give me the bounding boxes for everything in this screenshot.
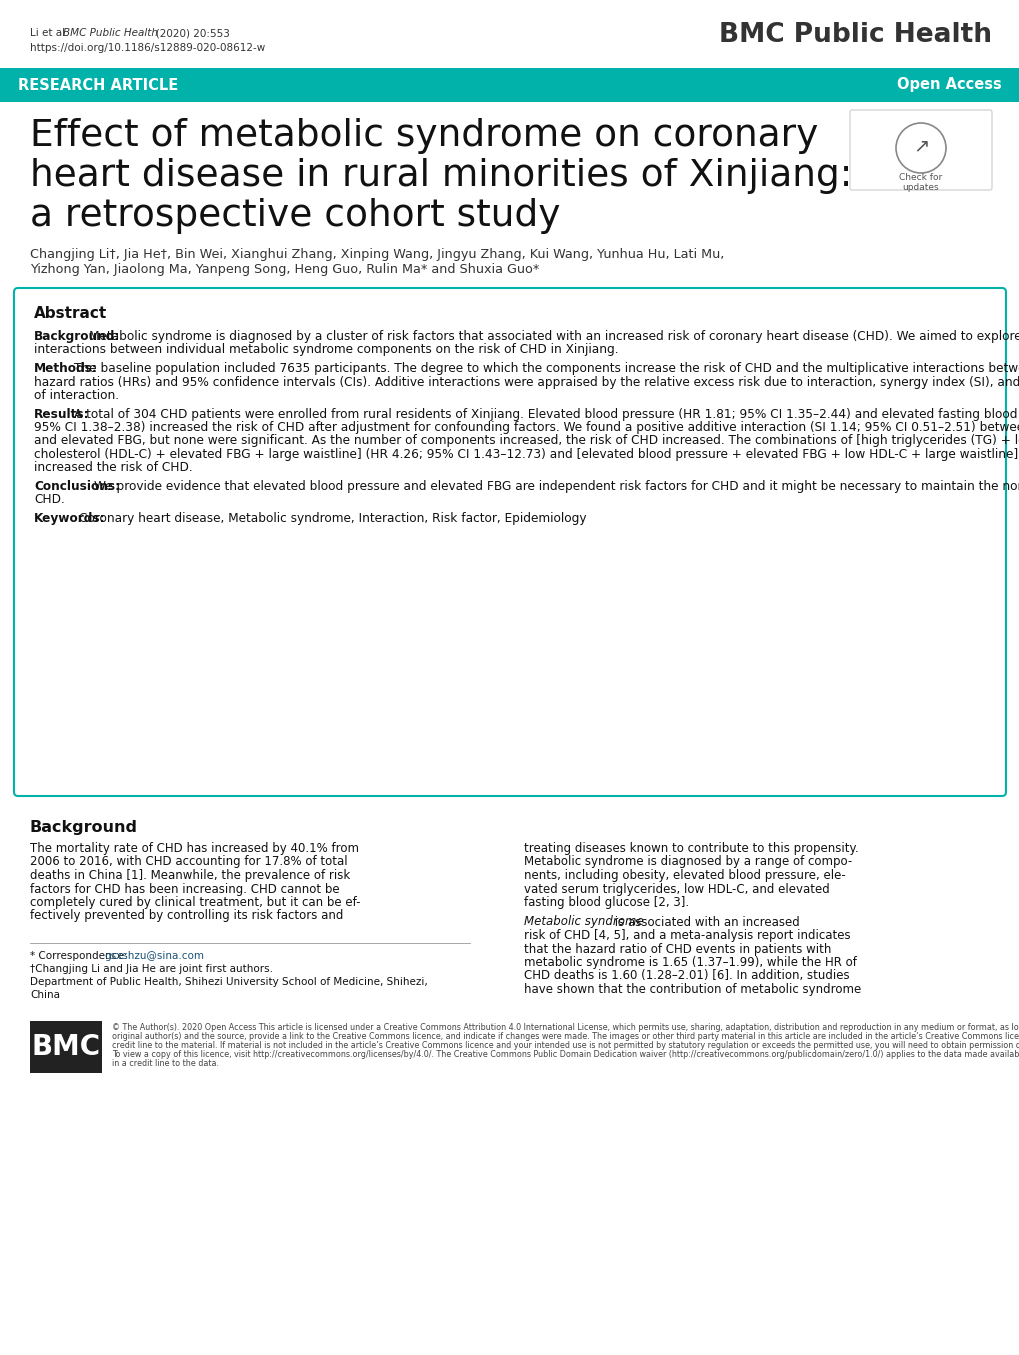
Text: †Changjing Li and Jia He are joint first authors.: †Changjing Li and Jia He are joint first… — [30, 963, 273, 974]
Text: BMC Public Health: BMC Public Health — [63, 28, 158, 38]
Text: 95% CI 1.38–2.38) increased the risk of CHD after adjustment for confounding fac: 95% CI 1.38–2.38) increased the risk of … — [34, 421, 1019, 434]
Text: The mortality rate of CHD has increased by 40.1% from: The mortality rate of CHD has increased … — [30, 841, 359, 855]
Text: * Correspondence:: * Correspondence: — [30, 951, 130, 961]
Text: heart disease in rural minorities of Xinjiang:: heart disease in rural minorities of Xin… — [30, 159, 852, 194]
Text: (2020) 20:553: (2020) 20:553 — [146, 28, 229, 38]
Text: and elevated FBG, but none were significant. As the number of components increas: and elevated FBG, but none were signific… — [34, 435, 1019, 447]
Text: Coronary heart disease, Metabolic syndrome, Interaction, Risk factor, Epidemiolo: Coronary heart disease, Metabolic syndro… — [78, 512, 586, 526]
Text: ↗: ↗ — [912, 137, 928, 156]
Text: hazard ratios (HRs) and 95% confidence intervals (CIs). Additive interactions we: hazard ratios (HRs) and 95% confidence i… — [34, 375, 1019, 389]
Text: in a credit line to the data.: in a credit line to the data. — [112, 1060, 219, 1068]
Text: Li et al.: Li et al. — [30, 28, 71, 38]
Text: CHD deaths is 1.60 (1.28–2.01) [6]. In addition, studies: CHD deaths is 1.60 (1.28–2.01) [6]. In a… — [524, 969, 849, 982]
Text: Keywords:: Keywords: — [34, 512, 106, 526]
Text: gsxshzu@sina.com: gsxshzu@sina.com — [104, 951, 204, 961]
Text: risk of CHD [4, 5], and a meta-analysis report indicates: risk of CHD [4, 5], and a meta-analysis … — [524, 930, 850, 942]
Text: nents, including obesity, elevated blood pressure, ele-: nents, including obesity, elevated blood… — [524, 869, 845, 882]
Text: updates: updates — [902, 183, 938, 192]
Text: credit line to the material. If material is not included in the article’s Creati: credit line to the material. If material… — [112, 1041, 1019, 1050]
Text: Background: Background — [30, 820, 138, 835]
Text: To view a copy of this licence, visit http://creativecommons.org/licenses/by/4.0: To view a copy of this licence, visit ht… — [112, 1050, 1019, 1060]
FancyBboxPatch shape — [849, 110, 991, 190]
Text: Abstract: Abstract — [34, 306, 107, 321]
Text: fectively prevented by controlling its risk factors and: fectively prevented by controlling its r… — [30, 909, 343, 923]
Text: RESEARCH ARTICLE: RESEARCH ARTICLE — [18, 77, 178, 92]
Text: metabolic syndrome is 1.65 (1.37–1.99), while the HR of: metabolic syndrome is 1.65 (1.37–1.99), … — [524, 957, 856, 969]
Text: treating diseases known to contribute to this propensity.: treating diseases known to contribute to… — [524, 841, 858, 855]
Text: Conclusions:: Conclusions: — [34, 480, 120, 493]
Text: Metabolic syndrome is diagnosed by a cluster of risk factors that associated wit: Metabolic syndrome is diagnosed by a clu… — [89, 331, 1019, 343]
Text: fasting blood glucose [2, 3].: fasting blood glucose [2, 3]. — [524, 896, 689, 909]
Text: CHD.: CHD. — [34, 493, 64, 507]
Text: Effect of metabolic syndrome on coronary: Effect of metabolic syndrome on coronary — [30, 118, 817, 154]
Text: Open Access: Open Access — [897, 77, 1001, 92]
Text: vated serum triglycerides, low HDL-C, and elevated: vated serum triglycerides, low HDL-C, an… — [524, 882, 828, 896]
Bar — [0, 68, 1019, 102]
Text: a retrospective cohort study: a retrospective cohort study — [30, 198, 560, 234]
Text: that the hazard ratio of CHD events in patients with: that the hazard ratio of CHD events in p… — [524, 943, 830, 955]
Text: original author(s) and the source, provide a link to the Creative Commons licenc: original author(s) and the source, provi… — [112, 1033, 1019, 1041]
Text: https://doi.org/10.1186/s12889-020-08612-w: https://doi.org/10.1186/s12889-020-08612… — [30, 43, 265, 53]
Text: Background:: Background: — [34, 331, 120, 343]
Text: have shown that the contribution of metabolic syndrome: have shown that the contribution of meta… — [524, 982, 860, 996]
Text: A total of 304 CHD patients were enrolled from rural residents of Xinjiang. Elev: A total of 304 CHD patients were enrolle… — [73, 408, 1019, 421]
Text: China: China — [30, 991, 60, 1000]
Text: interactions between individual metabolic syndrome components on the risk of CHD: interactions between individual metaboli… — [34, 343, 618, 356]
Text: is associated with an increased: is associated with an increased — [610, 916, 799, 928]
Text: Results:: Results: — [34, 408, 90, 421]
FancyBboxPatch shape — [14, 289, 1005, 795]
Text: factors for CHD has been increasing. CHD cannot be: factors for CHD has been increasing. CHD… — [30, 882, 339, 896]
Text: of interaction.: of interaction. — [34, 389, 119, 402]
Text: The baseline population included 7635 participants. The degree to which the comp: The baseline population included 7635 pa… — [73, 362, 1019, 375]
Text: Changjing Li†, Jia He†, Bin Wei, Xianghui Zhang, Xinping Wang, Jingyu Zhang, Kui: Changjing Li†, Jia He†, Bin Wei, Xianghu… — [30, 248, 723, 262]
Text: © The Author(s). 2020 Open Access This article is licensed under a Creative Comm: © The Author(s). 2020 Open Access This a… — [112, 1023, 1019, 1033]
Text: completely cured by clinical treatment, but it can be ef-: completely cured by clinical treatment, … — [30, 896, 360, 909]
Text: Yizhong Yan, Jiaolong Ma, Yanpeng Song, Heng Guo, Rulin Ma* and Shuxia Guo*: Yizhong Yan, Jiaolong Ma, Yanpeng Song, … — [30, 263, 539, 276]
Text: Metabolic syndrome: Metabolic syndrome — [524, 916, 643, 928]
Text: 2006 to 2016, with CHD accounting for 17.8% of total: 2006 to 2016, with CHD accounting for 17… — [30, 855, 347, 869]
Text: We provide evidence that elevated blood pressure and elevated FBG are independen: We provide evidence that elevated blood … — [94, 480, 1019, 493]
Text: increased the risk of CHD.: increased the risk of CHD. — [34, 461, 193, 474]
Text: Methods:: Methods: — [34, 362, 98, 375]
Bar — [30, 1022, 102, 1073]
Text: deaths in China [1]. Meanwhile, the prevalence of risk: deaths in China [1]. Meanwhile, the prev… — [30, 869, 350, 882]
Text: Check for: Check for — [899, 173, 942, 182]
Text: BMC: BMC — [32, 1033, 101, 1061]
Text: cholesterol (HDL-C) + elevated FBG + large waistline] (HR 4.26; 95% CI 1.43–12.7: cholesterol (HDL-C) + elevated FBG + lar… — [34, 447, 1019, 461]
Text: Metabolic syndrome is diagnosed by a range of compo-: Metabolic syndrome is diagnosed by a ran… — [524, 855, 852, 869]
Text: Department of Public Health, Shihezi University School of Medicine, Shihezi,: Department of Public Health, Shihezi Uni… — [30, 977, 427, 986]
Text: BMC Public Health: BMC Public Health — [718, 22, 991, 47]
